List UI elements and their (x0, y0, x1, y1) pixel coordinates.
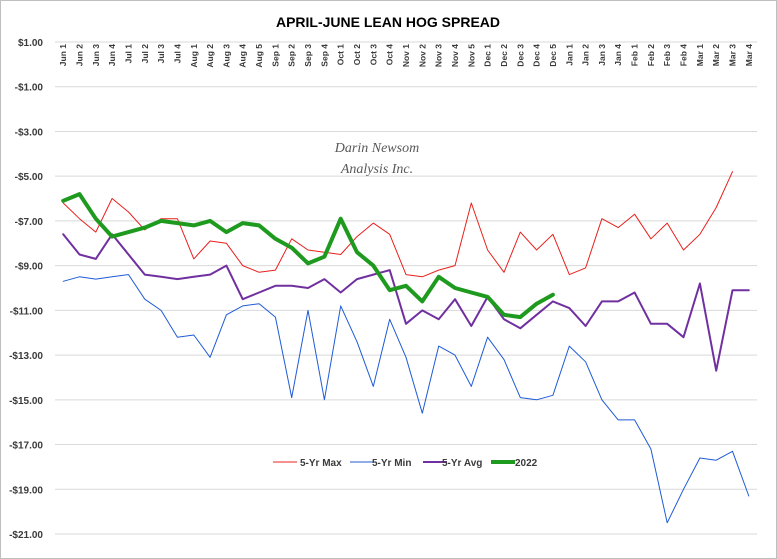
legend-label: 5-Yr Avg (442, 458, 482, 469)
y-tick-label: -$19.00 (9, 485, 43, 496)
series-line-5-yr-min (62, 274, 750, 524)
x-tick-label: Feb 3 (662, 44, 672, 66)
x-tick-label: Mar 1 (695, 44, 705, 66)
x-tick-label: Oct 3 (368, 44, 378, 66)
legend-item: 5-Yr Min (350, 458, 411, 469)
legend-item: 2022 (491, 458, 538, 469)
x-tick-label: Jan 2 (581, 44, 591, 66)
chart-title: APRIL-JUNE LEAN HOG SPREAD (276, 14, 500, 30)
x-tick-label: Feb 1 (630, 44, 640, 66)
y-tick-label: -$5.00 (15, 172, 44, 183)
x-tick-label: Dec 1 (483, 44, 493, 67)
legend: 5-Yr Max 5-Yr Min 5-Yr Avg 2022 (273, 458, 538, 469)
x-tick-label: Mar 2 (711, 44, 721, 66)
x-tick-label: Jun 2 (74, 44, 84, 66)
x-tick-label: Mar 3 (728, 44, 738, 66)
y-tick-label: -$1.00 (15, 83, 44, 94)
x-tick-label: Aug 5 (254, 44, 264, 68)
gridlines (55, 41, 757, 535)
x-tick-label: Jun 3 (91, 44, 101, 66)
x-tick-label: Jul 1 (123, 44, 133, 64)
x-tick-label: Feb 4 (679, 44, 689, 66)
series-line-5-yr-max (62, 171, 733, 278)
x-tick-label: Jul 4 (172, 44, 182, 64)
plot-series (61, 171, 750, 524)
x-axis: Jun 1 Jun 2 Jun 3 Jun 4 Jul 1 Jul 2 Jul 3 Jul 4… (58, 44, 754, 68)
series-line-5-yr-avg (62, 233, 750, 372)
y-tick-label: -$17.00 (9, 441, 43, 452)
x-tick-label: Aug 2 (205, 44, 215, 68)
y-tick-label: -$15.00 (9, 396, 43, 407)
watermark-line-1: Darin Newsom (334, 141, 419, 156)
x-tick-label: Jan 3 (597, 44, 607, 66)
x-tick-label: Nov 4 (450, 44, 460, 67)
y-tick-label: -$9.00 (15, 262, 44, 273)
legend-item: 5-Yr Avg (423, 458, 482, 469)
x-tick-label: Dec 5 (548, 44, 558, 67)
x-tick-label: Oct 2 (352, 44, 362, 66)
y-tick-label: -$13.00 (9, 351, 43, 362)
x-tick-label: Jan 4 (613, 44, 623, 66)
x-tick-label: Jun 1 (58, 44, 68, 66)
x-tick-label: Sep 1 (270, 44, 280, 67)
x-tick-label: Jun 4 (107, 44, 117, 66)
x-tick-label: Nov 1 (401, 44, 411, 67)
x-tick-label: Nov 3 (434, 44, 444, 67)
y-axis: $1.00 -$1.00 -$3.00 -$5.00 -$7.00 -$9.00 -$11.… (9, 38, 43, 541)
legend-item: 5-Yr Max (273, 458, 342, 469)
x-tick-label: Jul 3 (156, 44, 166, 64)
x-tick-label: Mar 4 (744, 44, 754, 66)
x-tick-label: Jan 1 (564, 44, 574, 66)
x-tick-label: Aug 3 (221, 44, 231, 68)
x-tick-label: Nov 5 (466, 44, 476, 67)
series-line-2022 (61, 192, 555, 320)
x-tick-label: Feb 2 (646, 44, 656, 66)
y-tick-label: -$7.00 (15, 217, 44, 228)
x-tick-label: Sep 3 (303, 44, 313, 67)
y-tick-label: -$21.00 (9, 530, 43, 541)
legend-label: 2022 (515, 458, 538, 469)
watermark-line-2: Analysis Inc. (340, 162, 413, 177)
x-tick-label: Dec 3 (515, 44, 525, 67)
y-tick-label: -$3.00 (15, 127, 44, 138)
x-tick-label: Dec 2 (499, 44, 509, 67)
x-tick-label: Oct 4 (385, 44, 395, 66)
y-tick-label: $1.00 (18, 38, 43, 49)
x-tick-label: Aug 4 (238, 44, 248, 68)
x-tick-label: Sep 4 (319, 44, 329, 67)
y-tick-label: -$11.00 (10, 306, 44, 317)
x-tick-label: Sep 2 (287, 44, 297, 67)
x-tick-label: Dec 4 (532, 44, 542, 67)
x-tick-label: Nov 2 (417, 44, 427, 67)
x-tick-label: Oct 1 (336, 44, 346, 66)
legend-label: 5-Yr Min (372, 458, 411, 469)
x-tick-label: Aug 1 (189, 44, 199, 68)
watermark: Darin Newsom Analysis Inc. (334, 141, 419, 177)
x-tick-label: Jul 2 (140, 44, 150, 64)
legend-label: 5-Yr Max (300, 458, 342, 469)
